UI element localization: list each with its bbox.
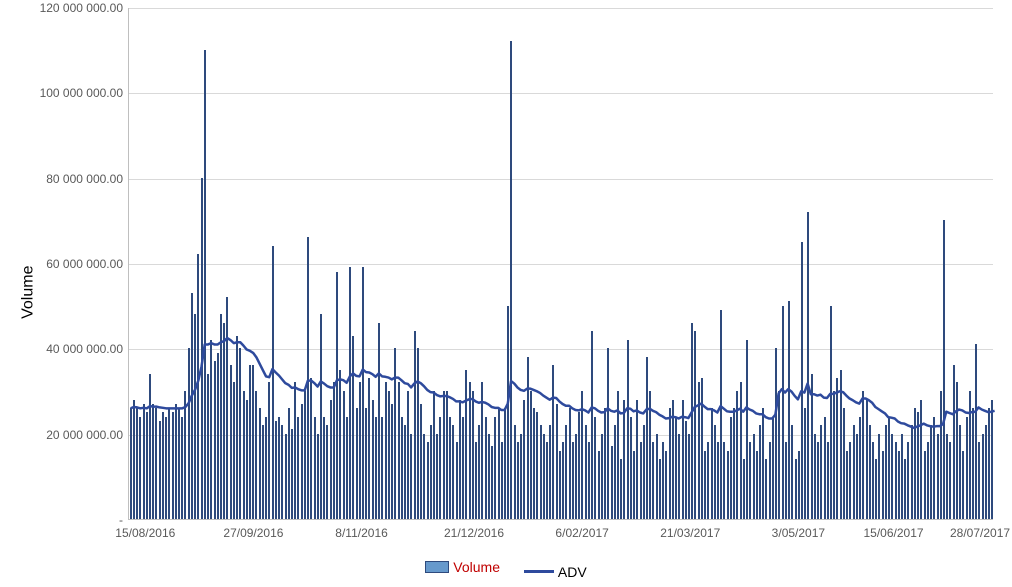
plot-area: [128, 8, 993, 520]
legend-swatch-line: [524, 570, 554, 573]
x-tick-label: 15/08/2016: [115, 526, 175, 540]
adv-line: [129, 8, 993, 519]
x-tick-label: 8/11/2016: [335, 526, 388, 540]
legend: Volume ADV: [0, 559, 1012, 580]
x-tick-label: 15/06/2017: [863, 526, 923, 540]
x-tick-label: 28/07/2017: [950, 526, 1010, 540]
x-tick-label: 27/09/2016: [223, 526, 283, 540]
legend-item-adv: ADV: [524, 564, 587, 580]
volume-chart: Volume Volume ADV - 20 000 000.00 40 000 0…: [0, 0, 1012, 587]
y-axis-title: Volume: [20, 265, 38, 318]
y-tick-label: 60 000 000.00: [13, 257, 123, 271]
y-tick-label: -: [13, 513, 123, 527]
legend-item-volume: Volume: [425, 559, 500, 575]
legend-label-volume: Volume: [453, 559, 500, 575]
x-tick-label: 21/03/2017: [660, 526, 720, 540]
y-tick-label: 80 000 000.00: [13, 172, 123, 186]
legend-label-adv: ADV: [558, 564, 587, 580]
x-tick-label: 3/05/2017: [772, 526, 825, 540]
x-tick-label: 21/12/2016: [444, 526, 504, 540]
y-tick-label: 40 000 000.00: [13, 342, 123, 356]
y-tick-label: 100 000 000.00: [13, 86, 123, 100]
y-tick-label: 20 000 000.00: [13, 428, 123, 442]
x-tick-label: 6/02/2017: [555, 526, 608, 540]
legend-swatch-bar: [425, 561, 449, 573]
y-tick-label: 120 000 000.00: [13, 1, 123, 15]
adv-line-path: [131, 338, 995, 428]
